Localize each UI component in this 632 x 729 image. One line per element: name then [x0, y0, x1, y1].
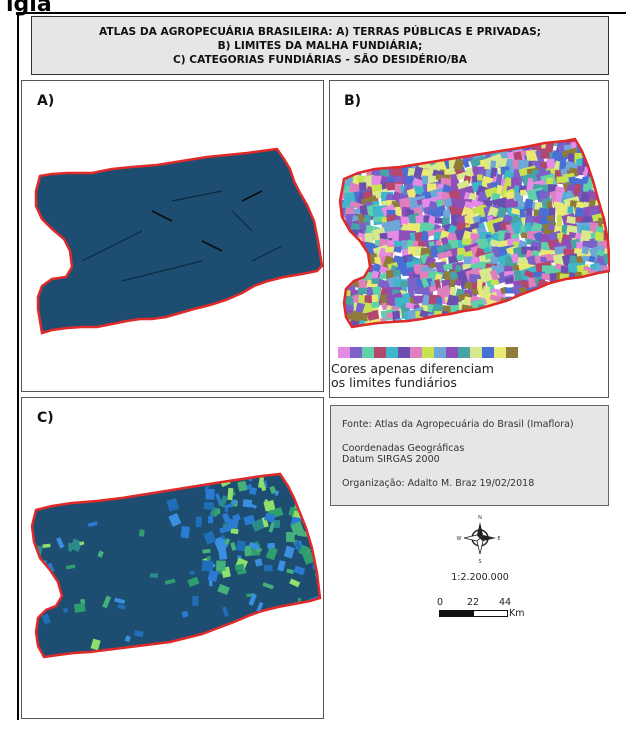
info-box: Fonte: Atlas da Agropecuária do Brasil (…	[330, 405, 609, 506]
map-a	[34, 147, 324, 335]
title-line-1: ATLAS DA AGROPECUÁRIA BRASILEIRA: A) TER…	[98, 25, 542, 38]
legend-caption-line-2: os limites fundiários	[331, 375, 457, 390]
north-arrow-icon: N S E W	[457, 515, 501, 564]
legend-swatch	[386, 347, 398, 358]
scale-tick-44: 44	[499, 597, 512, 608]
source-text: Fonte: Atlas da Agropecuária do Brasil (…	[342, 419, 574, 430]
panel-b: B)	[329, 80, 610, 398]
legend-swatch	[398, 347, 410, 358]
map-c	[30, 472, 322, 659]
legend-swatch	[362, 347, 374, 358]
legend-swatch	[446, 347, 458, 358]
legend-swatch	[434, 347, 446, 358]
panel-b-label: B)	[344, 93, 362, 109]
scale-tick-22: 22	[467, 597, 480, 608]
map-b-boundary	[338, 137, 610, 329]
map-c-boundary	[30, 472, 322, 659]
panel-c-label: C)	[37, 410, 54, 426]
scale-bar	[439, 610, 508, 617]
map-b	[338, 137, 610, 329]
title-line-3: C) CATEGORIAS FUNDIÁRIAS - SÃO DESIDÉRIO…	[173, 53, 467, 66]
legend-swatch	[374, 347, 386, 358]
organization-text: Organização: Adalto M. Braz 19/02/2018	[342, 478, 535, 489]
legend-caption: Cores apenas diferenciam os limites fund…	[331, 362, 494, 390]
legend-caption-line-1: Cores apenas diferenciam	[331, 361, 494, 376]
south-letter: S	[478, 559, 481, 564]
title-line-2: B) LIMITES DA MALHA FUNDIÁRIA;	[217, 39, 423, 52]
coords-line-1: Coordenadas Geográficas	[342, 443, 465, 454]
map-sheet	[17, 12, 626, 720]
legend-swatch	[350, 347, 362, 358]
legend-swatch	[494, 347, 506, 358]
panel-c: C)	[21, 397, 324, 719]
map-a-shape	[34, 147, 324, 335]
legend-swatch	[338, 347, 350, 358]
legend-swatch	[422, 347, 434, 358]
east-letter: E	[497, 536, 500, 542]
legend-swatch	[458, 347, 470, 358]
north-letter: N	[478, 515, 482, 521]
legend-swatch	[506, 347, 518, 358]
color-legend-strip	[338, 347, 518, 358]
scale-ratio: 1:2.200.000	[451, 572, 509, 583]
scale-tick-0: 0	[437, 597, 444, 608]
legend-swatch	[470, 347, 482, 358]
legend-swatch	[410, 347, 422, 358]
panel-a: A)	[21, 80, 324, 392]
legend-swatch	[482, 347, 494, 358]
west-letter: W	[457, 536, 462, 542]
scale-unit: Km	[509, 608, 525, 619]
title-box: ATLAS DA AGROPECUÁRIA BRASILEIRA: A) TER…	[31, 16, 609, 75]
panel-a-label: A)	[37, 93, 55, 109]
coords-line-2: Datum SIRGAS 2000	[342, 454, 440, 465]
